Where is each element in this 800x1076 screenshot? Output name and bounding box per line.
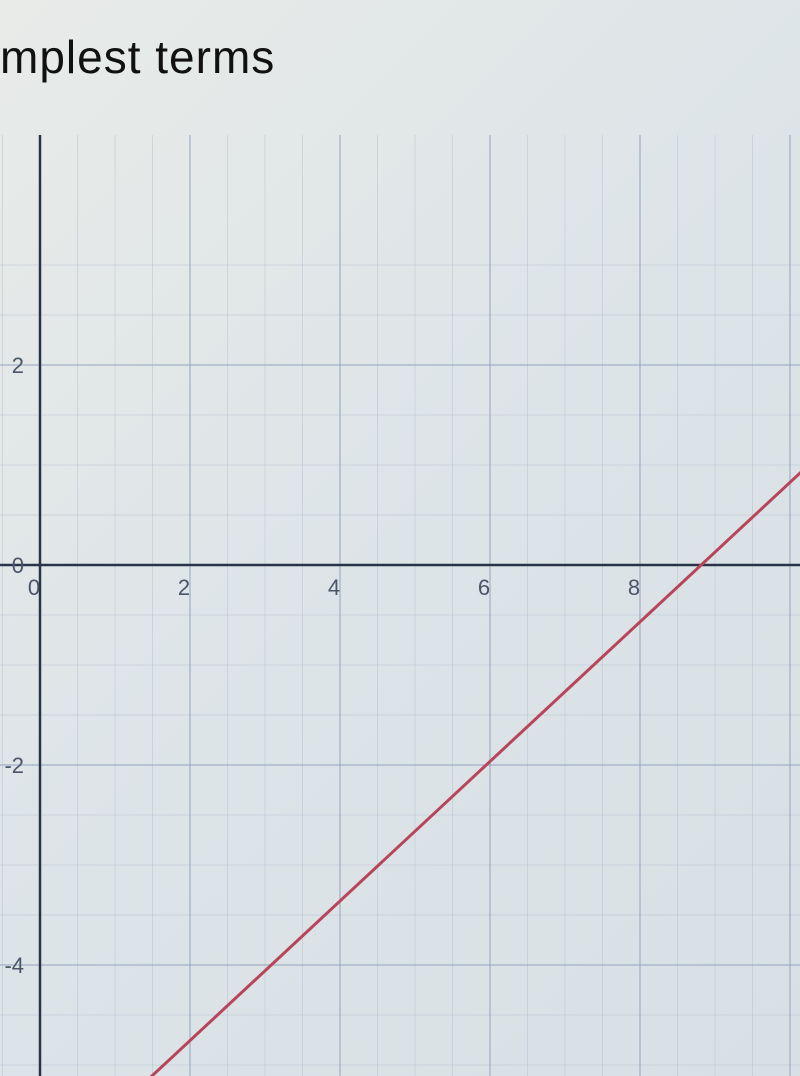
page-title-fragment: mplest terms bbox=[0, 30, 275, 84]
plotted-line bbox=[3, 468, 800, 1076]
y-tick-label: 2 bbox=[12, 353, 24, 378]
x-tick-label: 2 bbox=[178, 575, 190, 600]
x-tick-label: 6 bbox=[478, 575, 490, 600]
page-root: mplest terms 0 2 4 6 8 2 0 -2 -4 bbox=[0, 0, 800, 1076]
x-tick-label: 0 bbox=[28, 575, 40, 600]
chart-container: 0 2 4 6 8 2 0 -2 -4 bbox=[0, 135, 800, 1076]
y-tick-label: -4 bbox=[4, 953, 24, 978]
line-chart-svg: 0 2 4 6 8 2 0 -2 -4 bbox=[0, 135, 800, 1076]
x-tick-label: 8 bbox=[628, 575, 640, 600]
x-tick-label: 4 bbox=[328, 575, 340, 600]
y-tick-label: 0 bbox=[12, 553, 24, 578]
y-tick-label: -2 bbox=[4, 753, 24, 778]
